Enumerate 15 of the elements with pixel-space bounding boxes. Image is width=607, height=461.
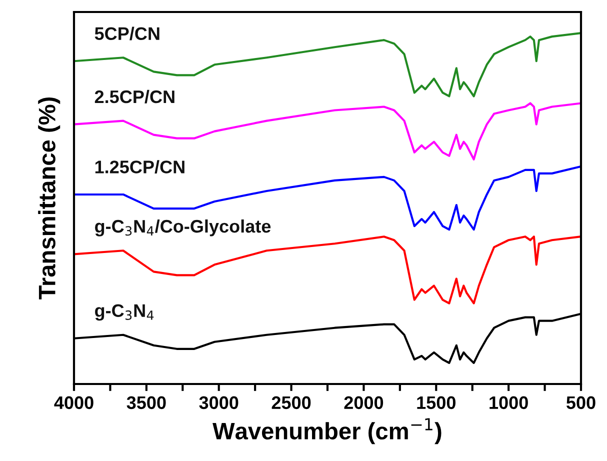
x-tick-label: 2000 [344,396,384,410]
series-label: 5CP/CN [94,26,160,40]
x-tick-label: 3000 [199,396,238,410]
x-tick-label: 3500 [126,396,166,410]
y-axis-title: Transmittance (%) [38,97,60,300]
series-label: 2.5CP/CN [94,90,174,104]
x-tick-label: 2500 [272,396,311,410]
x-tick-label: 4000 [54,396,94,410]
x-axis-title: Wavenumber (cm$^{−1}$) [212,418,442,444]
x-tick-label: 500 [566,396,596,410]
x-tick-label: 1500 [417,396,456,410]
series-label: g-C$_{3}$N$_{4}$/Co-Glycolate [95,219,271,236]
series-label: 1.25CP/CN [95,160,184,174]
series-label: g-C$_{3}$N$_{4}$ [95,304,154,321]
x-tick-label: 1000 [490,396,528,410]
